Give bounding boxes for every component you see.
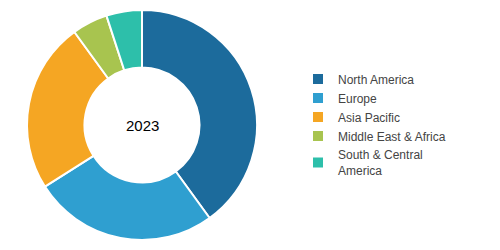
svg-text:2023: 2023 (126, 117, 159, 134)
svg-text:Middle East & Africa: Middle East & Africa (338, 130, 446, 144)
svg-text:Asia Pacific: Asia Pacific (338, 111, 400, 125)
svg-text:North America: North America (338, 73, 414, 87)
svg-text:South & CentralAmerica: South & CentralAmerica (338, 148, 423, 178)
svg-text:Europe: Europe (338, 92, 377, 106)
